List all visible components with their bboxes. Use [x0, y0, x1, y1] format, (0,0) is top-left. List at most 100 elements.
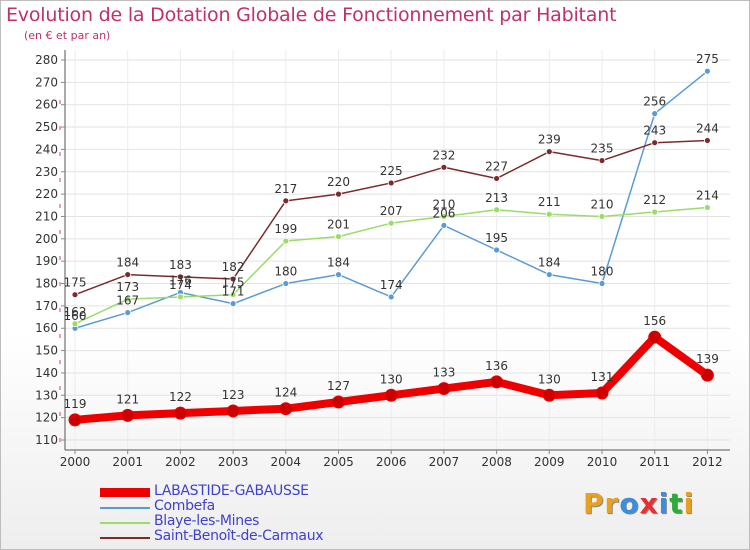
data-point — [648, 330, 662, 344]
data-point — [595, 386, 609, 400]
data-label: 175 — [222, 276, 245, 290]
x-tick-label: 2006 — [376, 455, 407, 469]
y-tick-label: 170 — [35, 299, 58, 313]
data-point — [545, 210, 553, 218]
logo-letter: t — [669, 487, 684, 520]
data-label: 201 — [327, 218, 350, 232]
y-tick-label: 130 — [35, 388, 58, 402]
x-tick-label: 2010 — [587, 455, 618, 469]
data-label: 162 — [64, 305, 87, 319]
logo-letter: P — [583, 487, 605, 520]
data-label: 124 — [274, 386, 297, 400]
data-label: 180 — [591, 265, 614, 279]
data-label: 174 — [380, 278, 403, 292]
data-label: 184 — [116, 256, 139, 270]
data-point — [68, 413, 82, 427]
data-point — [71, 320, 79, 328]
data-point — [542, 388, 556, 402]
legend-label: Combefa — [154, 498, 215, 514]
logo-letter: i — [683, 487, 695, 520]
data-point — [335, 190, 342, 198]
y-tick-label: 160 — [35, 321, 58, 335]
data-point — [490, 375, 504, 389]
chart-subtitle: (en € et par an) — [24, 29, 111, 42]
data-point — [651, 208, 659, 216]
data-point — [226, 404, 240, 418]
x-tick-label: 2002 — [165, 455, 196, 469]
data-label: 210 — [432, 197, 455, 211]
grid-lines — [65, 50, 730, 450]
data-label: 199 — [274, 222, 297, 236]
data-label: 210 — [591, 197, 614, 211]
legend-label: Saint-Benoît-de-Carmaux — [154, 528, 324, 544]
data-label: 180 — [274, 265, 297, 279]
legend-label: Blaye-les-Mines — [154, 513, 260, 529]
series-lines — [68, 67, 714, 427]
x-tick-label: 2008 — [481, 455, 512, 469]
data-label: 167 — [116, 294, 139, 308]
y-tick-label: 280 — [35, 53, 58, 67]
x-tick-label: 2003 — [218, 455, 249, 469]
data-label: 122 — [169, 390, 192, 404]
data-point — [335, 271, 342, 278]
data-label: 214 — [696, 189, 719, 203]
y-tick-label: 250 — [35, 120, 58, 134]
data-label: 131 — [591, 370, 614, 384]
x-tick-label: 2001 — [112, 455, 143, 469]
data-label: 243 — [643, 124, 666, 138]
data-point — [437, 382, 451, 396]
data-label: 195 — [485, 231, 508, 245]
data-point — [651, 110, 659, 118]
logo-letter: x — [639, 487, 659, 520]
data-point — [282, 197, 290, 205]
data-point — [282, 280, 290, 287]
data-label: 217 — [274, 182, 297, 196]
data-point — [598, 280, 606, 287]
logo-letter: r — [604, 487, 620, 520]
data-label: 139 — [696, 352, 719, 366]
data-label: 174 — [169, 278, 192, 292]
data-label: 213 — [485, 191, 508, 205]
legend-label: LABASTIDE-GABAUSSE — [154, 483, 309, 499]
y-tick-label: 210 — [35, 209, 58, 223]
data-label: 156 — [643, 314, 666, 328]
data-point — [545, 271, 553, 278]
data-point — [493, 246, 501, 254]
data-point — [176, 293, 184, 301]
data-label: 184 — [538, 256, 561, 270]
data-point — [176, 273, 184, 281]
data-point — [651, 139, 659, 147]
data-point — [332, 395, 345, 409]
data-point — [124, 271, 132, 278]
y-tick-label: 150 — [35, 344, 58, 358]
data-label: 175 — [64, 276, 87, 290]
data-label: 227 — [485, 159, 508, 173]
data-label: 232 — [432, 148, 455, 162]
data-point — [704, 204, 711, 211]
y-tick-label: 140 — [35, 366, 58, 380]
data-label: 130 — [538, 372, 561, 386]
data-point — [440, 222, 448, 229]
x-tick-label: 2011 — [639, 455, 670, 469]
data-label: 239 — [538, 133, 561, 147]
x-tick-label: 2007 — [429, 455, 460, 469]
data-point — [704, 137, 711, 144]
x-tick-label: 2000 — [60, 455, 91, 469]
data-label: 206 — [432, 206, 455, 220]
y-tick-label: 220 — [35, 187, 58, 201]
y-tick-label: 230 — [35, 165, 58, 179]
data-point — [493, 206, 501, 214]
y-tick-label: 240 — [35, 142, 58, 156]
data-label: 136 — [485, 359, 508, 373]
x-tick-label: 2005 — [323, 455, 354, 469]
data-point — [229, 275, 237, 283]
y-tick-label: 270 — [35, 75, 58, 89]
data-label: 160 — [64, 309, 87, 323]
x-tick-label: 2004 — [271, 455, 302, 469]
y-tick-label: 190 — [35, 254, 58, 268]
data-label: 256 — [643, 95, 666, 109]
data-point — [598, 213, 606, 220]
data-label: 220 — [327, 175, 350, 189]
data-label: 211 — [538, 195, 561, 209]
data-label: 183 — [169, 258, 192, 272]
